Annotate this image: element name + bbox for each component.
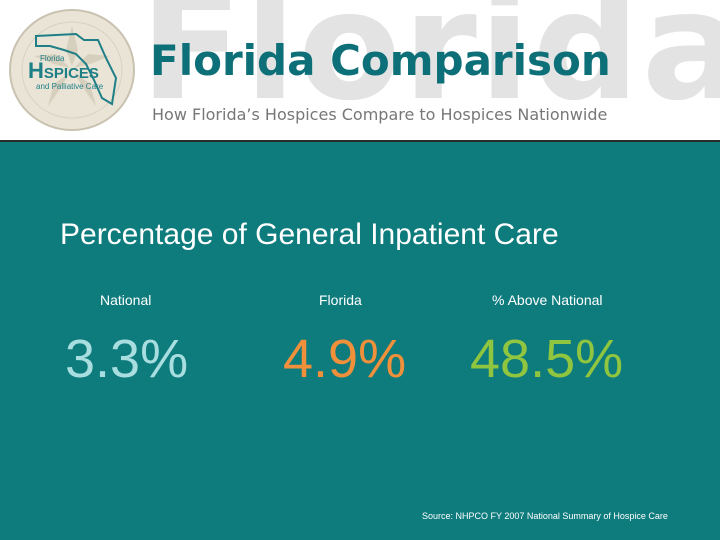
logo-initial: H — [28, 58, 44, 83]
label-national: National — [100, 292, 152, 308]
logo-wordmark: Florida HSPICES and Palliative Care — [28, 54, 132, 91]
logo-line-hospices: HSPICES — [28, 60, 132, 82]
value-above-national: 48.5% — [470, 329, 624, 389]
label-above-national: % Above National — [492, 292, 603, 308]
source-citation: Source: NHPCO FY 2007 National Summary o… — [422, 511, 668, 521]
label-florida: Florida — [319, 292, 362, 308]
logo-tagline: and Palliative Care — [36, 82, 104, 91]
page-title: Florida Comparison — [150, 36, 611, 85]
value-florida: 4.9% — [283, 329, 407, 389]
sand-dollar-icon — [9, 9, 135, 131]
value-national: 3.3% — [65, 329, 189, 389]
organization-logo: Florida HSPICES and Palliative Care — [6, 6, 138, 134]
header-banner: Florida Florida HSPICES and Palliative C… — [0, 0, 720, 142]
page-subtitle: How Florida’s Hospices Compare to Hospic… — [152, 105, 608, 124]
section-heading: Percentage of General Inpatient Care — [60, 218, 559, 251]
logo-word: SPICES — [43, 65, 99, 82]
logo-line-florida: Florida — [40, 54, 65, 63]
watermark-text: Florida — [140, 0, 720, 134]
